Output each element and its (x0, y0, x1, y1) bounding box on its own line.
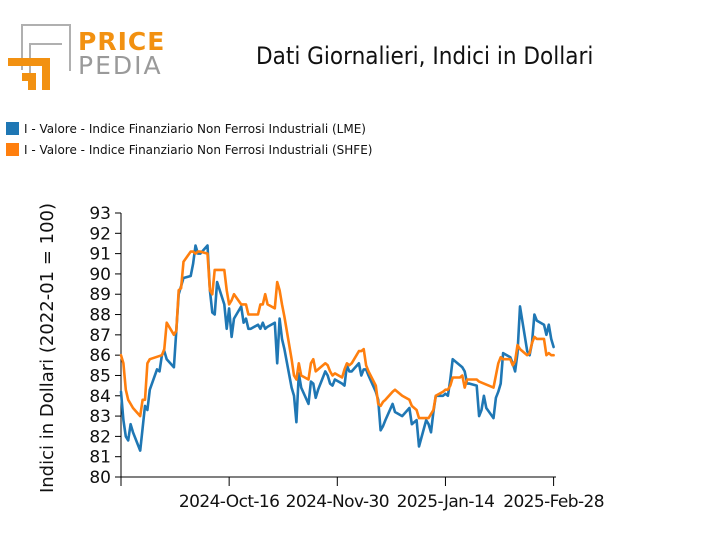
y-tick-label: 89 (89, 285, 111, 305)
x-tick-label: 2024-Nov-30 (286, 492, 389, 512)
y-axis-label: Indici in Dollari (2022-01 = 100) (37, 203, 58, 493)
legend-item-lme: I - Valore - Indice Finanziario Non Ferr… (6, 118, 372, 139)
y-tick-label: 87 (89, 326, 111, 346)
y-tick-label: 90 (89, 265, 111, 285)
x-tick-label: 2025-Feb-28 (503, 492, 604, 512)
legend-item-shfe: I - Valore - Indice Finanziario Non Ferr… (6, 139, 372, 160)
y-tick-label: 91 (89, 245, 111, 265)
y-tick-label: 85 (89, 366, 111, 386)
x-tick-label: 2024-Oct-16 (179, 492, 279, 512)
chart-title: Dati Giornalieri, Indici in Dollari (256, 42, 594, 70)
y-tick-label: 83 (89, 407, 111, 427)
y-tick-label: 93 (89, 204, 111, 224)
y-tick-label: 92 (89, 224, 111, 244)
chart-legend: I - Valore - Indice Finanziario Non Ferr… (6, 118, 372, 160)
y-tick-label: 81 (89, 448, 111, 468)
legend-label-shfe: I - Valore - Indice Finanziario Non Ferr… (24, 142, 373, 157)
legend-swatch-lme (6, 122, 19, 135)
x-tick-label: 2025-Jan-14 (397, 492, 495, 512)
y-tick-label: 84 (89, 387, 111, 407)
series-line-shfe (119, 250, 555, 420)
pricepedia-logo-mark (8, 24, 71, 90)
legend-swatch-shfe (6, 143, 19, 156)
legend-label-lme: I - Valore - Indice Finanziario Non Ferr… (24, 121, 366, 136)
pricepedia-logo (8, 24, 168, 94)
y-tick-label: 88 (89, 306, 111, 326)
y-tick-label: 80 (89, 468, 111, 488)
series-line-lme (119, 244, 555, 452)
logo-text-price: PRICE (78, 27, 166, 56)
y-tick-label: 82 (89, 427, 111, 447)
logo-text-pedia: PEDIA (78, 51, 163, 80)
y-tick-label: 86 (89, 346, 111, 366)
